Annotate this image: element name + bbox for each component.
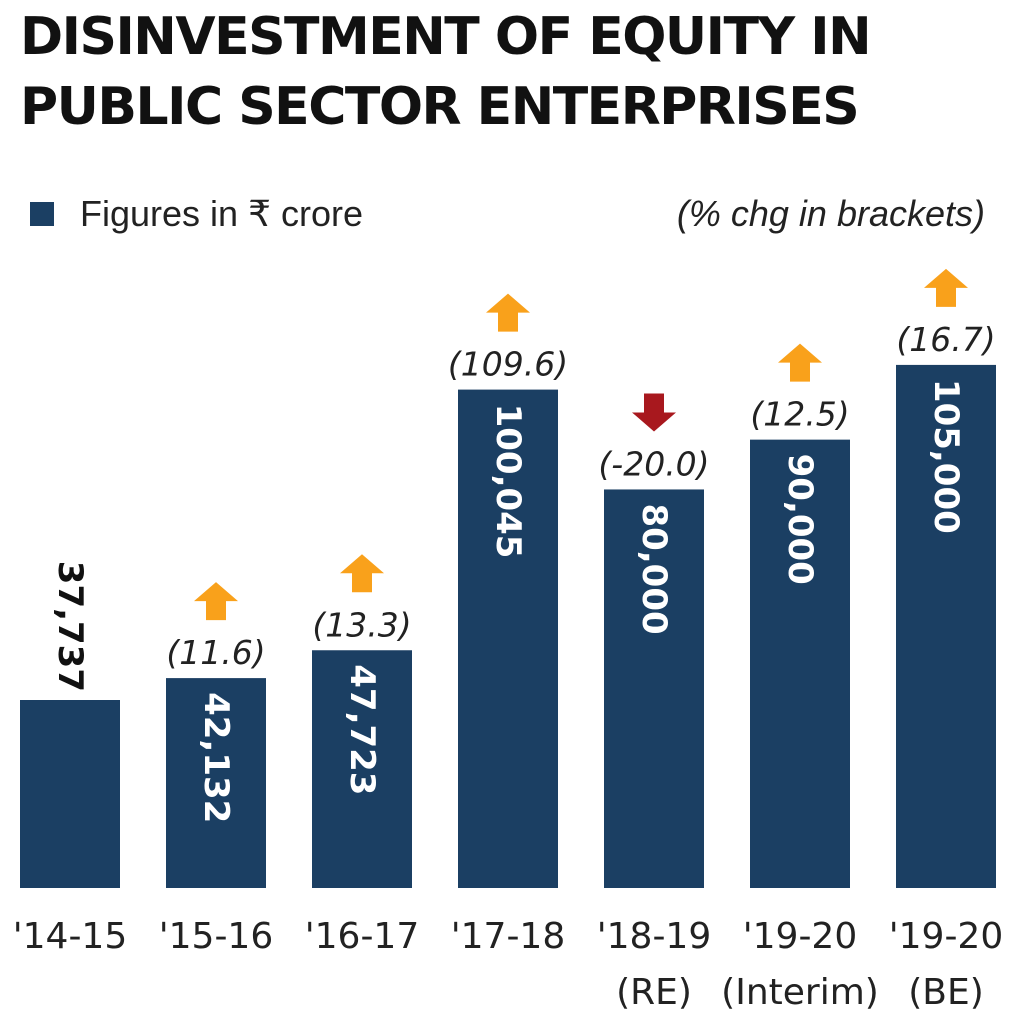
bar-value-label-5: 90,000 (780, 454, 820, 585)
bar-2 (312, 650, 412, 888)
category-label-5-1: (Interim) (721, 972, 879, 1013)
bar-value-label-2: 47,723 (342, 664, 382, 795)
pct-change-label-1: (11.6) (166, 633, 265, 672)
category-label-4-1: (RE) (616, 972, 692, 1013)
legend-label: Figures in ₹ crore (80, 193, 363, 234)
category-label-3-0: '17-18 (451, 916, 566, 957)
pct-change-label-4: (-20.0) (598, 444, 709, 483)
legend: Figures in ₹ crore (30, 188, 363, 240)
bar-0 (20, 700, 120, 888)
bar-3 (458, 389, 558, 888)
category-label-5-0: '19-20 (743, 916, 858, 957)
bar-4 (604, 489, 704, 888)
category-label-0-0: '14-15 (13, 916, 128, 957)
down-arrow-icon-4 (632, 393, 676, 432)
bar-value-label-1: 42,132 (196, 692, 236, 823)
bar-value-label-0: 37,737 (50, 561, 90, 692)
up-arrow-icon-1 (194, 582, 238, 621)
bar-value-label-4: 80,000 (634, 503, 674, 634)
category-label-1-0: '15-16 (159, 916, 274, 957)
category-label-4-0: '18-19 (597, 916, 712, 957)
bar-5 (750, 439, 850, 888)
chart-title: DISINVESTMENT OF EQUITY IN PUBLIC SECTOR… (20, 7, 872, 137)
bar-value-label-6: 105,000 (926, 379, 966, 534)
pct-change-label-3: (109.6) (448, 345, 568, 384)
percent-change-note: (% chg in brackets) (676, 193, 985, 234)
category-label-6-0: '19-20 (889, 916, 1004, 957)
up-arrow-icon-6 (924, 268, 968, 307)
pct-change-label-5: (12.5) (750, 395, 849, 434)
category-label-2-0: '16-17 (305, 916, 420, 957)
bar-6 (896, 364, 996, 889)
bar-value-label-3: 100,045 (488, 404, 528, 559)
bar-1 (166, 678, 266, 888)
up-arrow-icon-3 (486, 293, 530, 332)
pct-change-label-6: (16.7) (896, 320, 995, 359)
legend-swatch (30, 202, 54, 226)
up-arrow-icon-5 (778, 343, 822, 382)
up-arrow-icon-2 (340, 554, 384, 593)
pct-change-label-2: (13.3) (312, 605, 411, 644)
category-label-6-1: (BE) (908, 972, 984, 1013)
